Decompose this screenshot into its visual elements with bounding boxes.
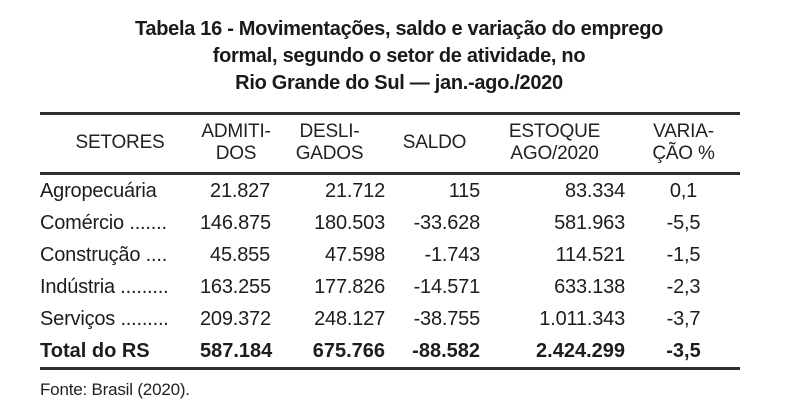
cell-admitidos: 209.372 [200,308,271,330]
table-title: Tabela 16 - Movimentações, saldo e varia… [40,16,758,97]
cell-setor: Serviços ......... [40,308,169,330]
cell-desligados: 47.598 [325,244,385,266]
cell-desligados: 21.712 [325,180,385,202]
cell-admitidos: 146.875 [200,212,271,234]
cell-estoque: 633.138 [554,276,625,298]
table-row-industria: Indústria ......... 163.255 177.826 -14.… [40,271,740,303]
title-line-2: formal, segundo o setor de atividade, no [212,45,586,67]
cell-variacao: 0,1 [669,180,698,202]
cell-saldo: -33.628 [413,212,481,234]
cell-saldo-total: -88.582 [412,340,480,362]
column-header-saldo: SALDO [387,113,482,175]
cell-admitidos-total: 587.184 [200,340,273,362]
cell-estoque: 581.963 [554,212,625,234]
cell-saldo: -38.755 [413,308,481,330]
title-line-3: Rio Grande do Sul — jan.-ago./2020 [235,72,563,94]
column-header-desligados: DESLI- GADOS [272,113,387,175]
cell-estoque: 83.334 [565,180,625,202]
cell-variacao: -5,5 [666,212,701,234]
document-page: Tabela 16 - Movimentações, saldo e varia… [40,16,758,399]
table-body: Agropecuária 21.827 21.712 115 83.334 0,… [40,174,740,369]
cell-variacao: -1,5 [666,244,701,266]
cell-admitidos: 163.255 [200,276,271,298]
title-line-1: Tabela 16 - Movimentações, saldo e varia… [134,18,664,40]
cell-desligados: 177.826 [314,276,385,298]
cell-estoque: 1.011.343 [539,308,625,330]
cell-setor: Agropecuária [40,180,157,202]
cell-desligados-total: 675.766 [312,340,385,362]
employment-table: SETORES ADMITI- DOS DESLI- GADOS SALDO E… [40,112,740,370]
table-row-agropecuaria: Agropecuária 21.827 21.712 115 83.334 0,… [40,174,740,208]
cell-setor: Comércio ....... [40,212,167,234]
cell-variacao: -3,7 [666,308,701,330]
cell-estoque-total: 2.424.299 [536,340,625,362]
table-row-construcao: Construção .... 45.855 47.598 -1.743 114… [40,239,740,271]
cell-desligados: 180.503 [314,212,385,234]
cell-setor-total: Total do RS [40,340,150,362]
table-row-total: Total do RS 587.184 675.766 -88.582 2.42… [40,335,740,369]
table-header: SETORES ADMITI- DOS DESLI- GADOS SALDO E… [40,113,740,175]
column-header-setores: SETORES [40,113,200,175]
cell-saldo: -1.743 [424,244,480,266]
column-header-admitidos: ADMITI- DOS [200,113,272,175]
cell-saldo: -14.571 [413,276,481,298]
cell-saldo: 115 [448,180,480,202]
cell-variacao: -2,3 [666,276,701,298]
cell-estoque: 114.521 [555,244,626,266]
column-header-variacao: VARIA- ÇÃO % [627,113,740,175]
table-row-comercio: Comércio ....... 146.875 180.503 -33.628… [40,207,740,239]
table-row-servicos: Serviços ......... 209.372 248.127 -38.7… [40,303,740,335]
cell-variacao-total: -3,5 [666,340,701,362]
header-row: SETORES ADMITI- DOS DESLI- GADOS SALDO E… [40,113,740,175]
cell-admitidos: 21.827 [210,180,270,202]
source-note: Fonte: Brasil (2020). [40,380,190,399]
column-header-estoque: ESTOQUE AGO/2020 [482,113,627,175]
cell-setor: Construção .... [40,244,168,266]
cell-admitidos: 45.855 [210,244,270,266]
cell-setor: Indústria ......... [40,276,169,298]
cell-desligados: 248.127 [314,308,385,330]
